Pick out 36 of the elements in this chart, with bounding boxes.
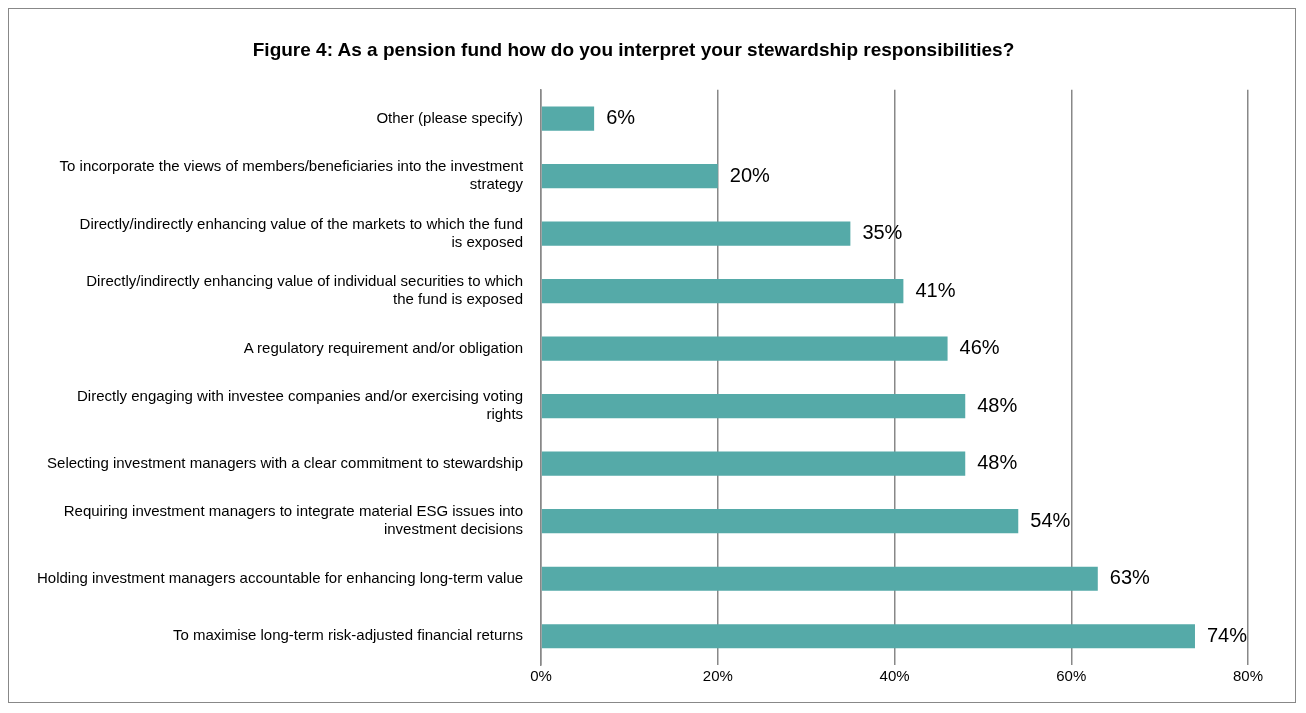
- data-label: 48%: [977, 451, 1018, 474]
- bar: [541, 451, 966, 476]
- y-tick-label: Directly/indirectly enhancing value of the markets to which the fund is exposed: [79, 214, 524, 250]
- data-label: 35%: [862, 221, 903, 244]
- data-label: 63%: [1109, 566, 1151, 589]
- bar: [541, 336, 948, 361]
- data-label: 54%: [1030, 508, 1071, 531]
- x-tick-label: 60%: [1056, 667, 1087, 685]
- bar: [541, 566, 1098, 591]
- y-tick-label: Holding investment managers accountable for enhancing long-term value: [36, 568, 524, 586]
- data-label: 41%: [915, 278, 956, 301]
- x-tick-label: 0%: [530, 667, 552, 685]
- x-tick-label: 20%: [702, 667, 733, 685]
- x-tick-label: 80%: [1232, 667, 1264, 685]
- bar: [541, 106, 595, 131]
- data-label: 74%: [1206, 623, 1248, 646]
- bar: [541, 221, 851, 246]
- data-label: 48%: [977, 393, 1018, 416]
- y-tick-label: Directly/indirectly enhancing value of individual securities to which the fund is exposed: [86, 272, 524, 308]
- bar: [541, 624, 1195, 649]
- x-tick-label: 40%: [879, 667, 910, 685]
- y-tick-label: To incorporate the views of members/beneficiaries into the investment strategy: [59, 157, 524, 193]
- data-label: 6%: [606, 106, 636, 129]
- y-tick-label: Selecting investment managers with a clear commitment to stewardship: [47, 453, 524, 471]
- data-label: 46%: [959, 336, 1000, 359]
- bar: [541, 509, 1019, 534]
- bar: [541, 164, 718, 189]
- y-tick-label: A regulatory requirement and/or obligation: [243, 338, 524, 356]
- bar: [541, 394, 966, 419]
- y-tick-label: Other (please specify): [376, 108, 524, 126]
- y-tick-label: Requiring investment managers to integrate material ESG issues into investment decisions: [63, 502, 524, 538]
- bar: [541, 279, 904, 304]
- data-label: 20%: [729, 163, 771, 186]
- y-tick-label: Directly engaging with investee companies and/or exercising voting rights: [77, 387, 524, 423]
- chart-title: Figure 4: As a pension fund how do you interpret your stewardship responsibilities?: [252, 38, 1015, 60]
- y-tick-label: To maximise long-term risk-adjusted financial returns: [172, 626, 524, 644]
